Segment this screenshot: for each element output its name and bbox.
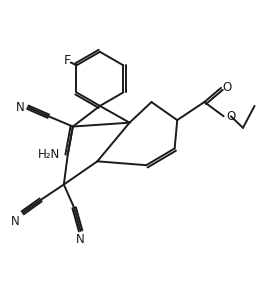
Text: O: O xyxy=(222,81,231,94)
Text: F: F xyxy=(64,54,71,67)
Text: H₂N: H₂N xyxy=(38,148,60,161)
Text: N: N xyxy=(76,233,85,247)
Text: N: N xyxy=(16,101,24,114)
Text: O: O xyxy=(226,110,236,123)
Text: N: N xyxy=(11,215,20,228)
